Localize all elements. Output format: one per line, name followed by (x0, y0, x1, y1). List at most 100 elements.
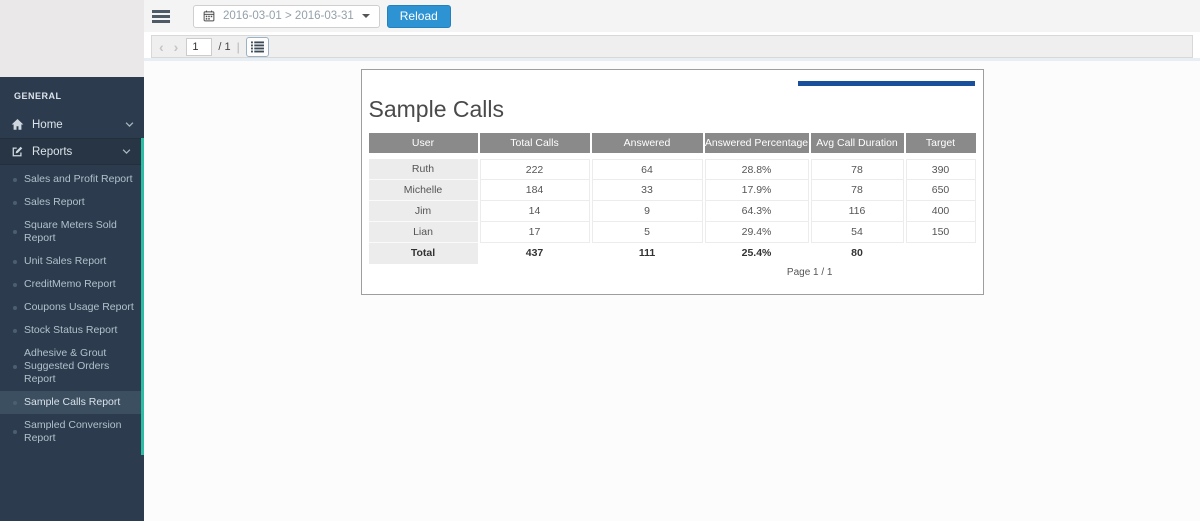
column-header: Answered Percentage (704, 133, 809, 153)
data-cell: 17 (479, 222, 590, 243)
data-cell: 116 (810, 201, 904, 222)
total-data-cell: 25.4% (704, 243, 809, 264)
column-header: Avg Call Duration (810, 133, 904, 153)
data-cell: 78 (810, 159, 904, 180)
sidebar-item-label: Sample Calls Report (24, 396, 121, 408)
reload-button[interactable]: Reload (386, 4, 451, 28)
bullet-icon (13, 177, 17, 182)
sidebar-item-home[interactable]: Home (0, 111, 144, 138)
total-label-cell: Total (368, 243, 478, 264)
sidebar-item-sampled-conversion-report[interactable]: Sampled Conversion Report (0, 414, 141, 450)
data-cell: 184 (479, 180, 590, 201)
sidebar-item-sales-and-profit-report[interactable]: Sales and Profit Report (0, 168, 141, 191)
pagination-toolbar-row: ‹ › / 1 | (144, 35, 1200, 61)
sidebar-item-label: Coupons Usage Report (24, 301, 134, 313)
sidebar: GENERAL Home R (0, 77, 144, 521)
data-cell: 17.9% (704, 180, 809, 201)
sidebar-item-label: Reports (32, 145, 73, 158)
toolbar-divider: | (236, 39, 240, 54)
data-cell: 64 (591, 159, 703, 180)
edit-icon (11, 145, 24, 158)
chevron-down-icon (122, 147, 131, 156)
pagination-toolbar: ‹ › / 1 | (151, 35, 1193, 58)
accent-bar (797, 81, 975, 86)
bullet-icon (13, 364, 17, 369)
data-cell: 64.3% (704, 201, 809, 222)
column-header: Answered (591, 133, 703, 153)
date-range-value: 2016-03-01 > 2016-03-31 (223, 10, 354, 22)
data-cell: 650 (905, 180, 976, 201)
top-navbar: 2016-03-01 > 2016-03-31 Reload (144, 0, 1200, 32)
navbar-gap (144, 32, 1200, 35)
sidebar-item-square-meters-sold-report[interactable]: Square Meters Sold Report (0, 214, 141, 250)
sidebar-item-sample-calls-report[interactable]: Sample Calls Report (0, 391, 141, 414)
bullet-icon (13, 400, 17, 405)
hamburger-menu-icon[interactable] (152, 4, 182, 28)
data-cell: 150 (905, 222, 976, 243)
data-cell: 78 (810, 180, 904, 201)
data-cell: 33 (591, 180, 703, 201)
page-number-input[interactable] (186, 37, 213, 56)
page-total-label: / 1 (218, 40, 231, 53)
total-data-cell: 437 (479, 243, 590, 264)
report-title: Sample Calls (368, 96, 505, 122)
data-cell: 29.4% (704, 222, 809, 243)
row-user-cell: Jim (368, 201, 478, 222)
column-header: Target (905, 133, 976, 153)
sidebar-item-label: Adhesive & Grout Suggested Orders Report (24, 347, 110, 385)
left-column: GENERAL Home R (0, 0, 144, 521)
sidebar-item-reports[interactable]: Reports (0, 138, 141, 165)
total-data-cell: 111 (591, 243, 703, 264)
total-data-cell: 80 (810, 243, 904, 264)
bullet-icon (13, 282, 17, 287)
list-icon (250, 40, 264, 53)
sidebar-item-label: CreditMemo Report (24, 278, 116, 290)
total-data-cell (905, 243, 976, 264)
sidebar-item-label: Home (32, 118, 63, 131)
reports-section: Reports Sales and Profit Report Sales Rep… (0, 138, 144, 455)
sidebar-item-label: Sampled Conversion Report (24, 419, 122, 444)
bullet-icon (13, 430, 17, 434)
calls-table: User Total Calls Answered Answered Percenta… (368, 133, 976, 264)
bullet-icon (13, 259, 17, 264)
data-cell: 222 (479, 159, 590, 180)
main-area: 2016-03-01 > 2016-03-31 Reload ‹ › / 1 | (144, 0, 1200, 521)
data-cell: 9 (591, 201, 703, 222)
data-cell: 28.8% (704, 159, 809, 180)
list-view-button[interactable] (245, 36, 269, 57)
data-cell: 5 (591, 222, 703, 243)
sidebar-submenu: Sales and Profit Report Sales Report Squar… (0, 165, 141, 455)
bullet-icon (13, 230, 17, 234)
sidebar-item-creditmemo-report[interactable]: CreditMemo Report (0, 273, 141, 296)
data-cell: 400 (905, 201, 976, 222)
sidebar-item-unit-sales-report[interactable]: Unit Sales Report (0, 250, 141, 273)
content-area: Sample Calls User Total Calls Answered Answ… (144, 61, 1200, 521)
caret-down-icon (361, 14, 370, 18)
sidebar-item-label: Sales Report (24, 196, 85, 208)
column-header: Total Calls (479, 133, 590, 153)
sidebar-section-label: GENERAL (14, 91, 62, 101)
page-indicator: Page 1 / 1 (786, 267, 833, 278)
sidebar-item-adhesive-grout-suggested-orders-report[interactable]: Adhesive & Grout Suggested Orders Report (0, 342, 141, 391)
data-cell: 390 (905, 159, 976, 180)
data-cell: 54 (810, 222, 904, 243)
sidebar-item-sales-report[interactable]: Sales Report (0, 191, 141, 214)
previous-page-icon[interactable]: ‹ (159, 38, 164, 55)
sidebar-item-coupons-usage-report[interactable]: Coupons Usage Report (0, 296, 141, 319)
data-cell: 14 (479, 201, 590, 222)
chevron-down-icon (125, 120, 134, 129)
calendar-icon (203, 10, 215, 22)
bullet-icon (13, 200, 17, 205)
next-page-icon[interactable]: › (173, 38, 179, 55)
sidebar-top-spacer (0, 0, 144, 77)
sidebar-item-label: Square Meters Sold Report (24, 219, 117, 244)
date-range-picker[interactable]: 2016-03-01 > 2016-03-31 (193, 4, 380, 28)
row-user-cell: Ruth (368, 159, 478, 180)
sidebar-item-stock-status-report[interactable]: Stock Status Report (0, 319, 141, 342)
sidebar-item-label: Unit Sales Report (24, 255, 107, 267)
sidebar-item-label: Stock Status Report (24, 324, 118, 336)
home-icon (11, 118, 24, 131)
column-header: User (368, 133, 478, 153)
report-card: Sample Calls User Total Calls Answered Answ… (360, 69, 984, 295)
